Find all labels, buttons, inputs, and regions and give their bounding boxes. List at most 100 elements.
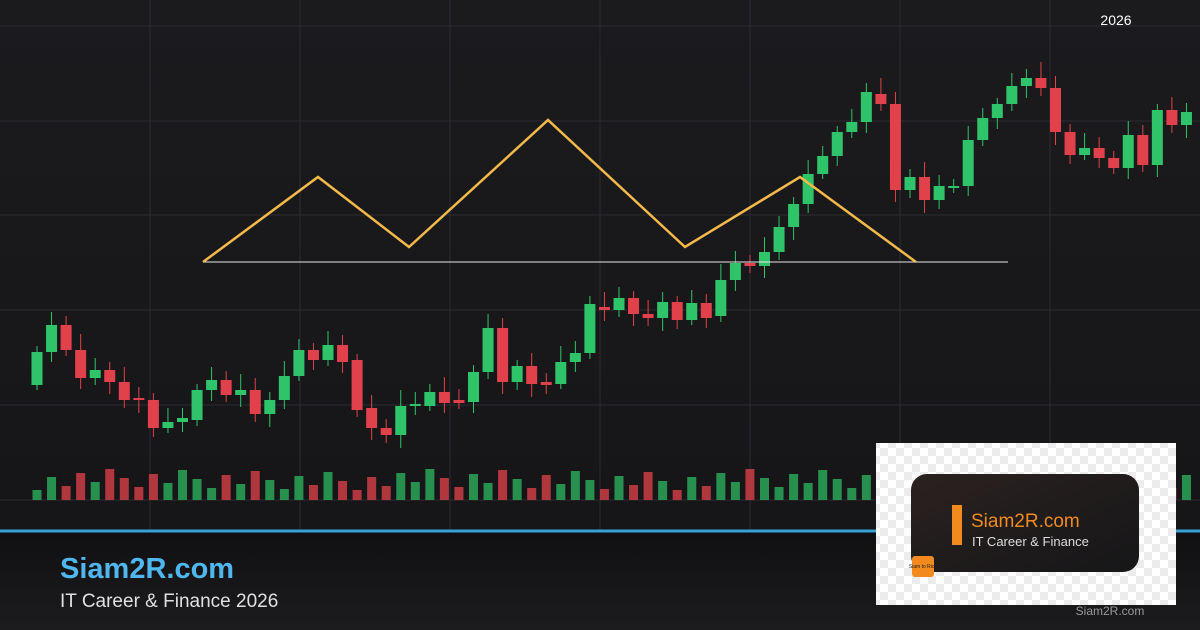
candle-body [817, 156, 829, 174]
candle-body [191, 390, 203, 420]
volume-bar [250, 471, 260, 500]
volume-bar [221, 475, 231, 500]
volume-bar [803, 483, 813, 500]
card-overlay: Siam2R.com IT Career & Finance Siam to R… [876, 443, 1176, 618]
volume-bar [672, 490, 682, 500]
card-title: Siam2R.com [971, 511, 1080, 532]
candle-body [962, 140, 974, 186]
candle-body [60, 325, 72, 350]
logo [912, 556, 934, 577]
volume-bar [687, 477, 697, 500]
volume-bar [454, 487, 464, 500]
volume-bar [236, 484, 246, 500]
volume-bar [61, 486, 71, 500]
volume-bar [469, 474, 478, 500]
candle-body [133, 398, 145, 400]
candle-body [409, 404, 421, 406]
candle-body [628, 298, 640, 314]
card-subtitle: IT Career & Finance [972, 534, 1089, 549]
volume-bar [745, 469, 755, 500]
candle-body [307, 350, 319, 360]
candle-body [889, 104, 901, 190]
candle-body [337, 345, 349, 362]
candle-body [75, 350, 87, 378]
candle-body [162, 422, 174, 428]
card-accent [952, 505, 962, 545]
volume-bar [614, 476, 624, 500]
candle-body [1180, 112, 1192, 125]
volume-bar [265, 480, 275, 500]
candle-body [1020, 78, 1032, 86]
card [911, 474, 1139, 572]
volume-bar [32, 490, 42, 500]
volume-bar [643, 472, 653, 500]
candle-body [1035, 78, 1047, 88]
candle-body [104, 370, 116, 382]
candle-body [1166, 110, 1178, 125]
volume-bar [352, 490, 362, 500]
volume-bar [308, 485, 318, 500]
volume-bar [148, 474, 158, 500]
volume-bar [760, 478, 769, 500]
candle-body [177, 418, 188, 422]
candle-body [453, 400, 465, 403]
candle-body [773, 227, 785, 252]
volume-bar [818, 470, 828, 500]
candle-body [540, 382, 552, 385]
volume-bar [527, 488, 537, 500]
candle-body [759, 252, 770, 266]
candle-body [438, 392, 450, 403]
volume-bar [207, 488, 217, 500]
candle-body [1079, 148, 1091, 155]
volume-bar [76, 473, 86, 500]
candle-body [31, 352, 43, 385]
volume-bar [599, 489, 609, 500]
candle-body [1151, 110, 1163, 165]
candle-body [802, 174, 814, 204]
volume-bar [119, 478, 129, 500]
candle-body [744, 263, 756, 266]
volume-bar [789, 474, 799, 500]
candle-body [482, 328, 494, 372]
candle-body [206, 380, 218, 390]
volume-bar [178, 470, 187, 500]
candle-body [555, 362, 567, 384]
candle-body [468, 372, 479, 402]
logo-text: Siam to Rich [909, 564, 938, 570]
candle-body [497, 328, 509, 382]
candle-body [569, 353, 581, 362]
volume-bar [134, 487, 144, 500]
candle-body [642, 314, 654, 318]
volume-bar [105, 469, 115, 500]
candle-body [1122, 135, 1134, 168]
candle-body [977, 118, 989, 140]
volume-bar [701, 486, 711, 500]
volume-bar [629, 485, 639, 500]
candle-body [366, 408, 378, 428]
candle-body [657, 302, 669, 318]
candle-body [511, 366, 523, 382]
volume-bar [279, 489, 289, 500]
candle-body [933, 186, 945, 200]
candle-body [1006, 86, 1018, 104]
volume-bar [367, 477, 377, 500]
volume-bar [439, 478, 449, 500]
candle-body [1050, 88, 1061, 132]
footer-title: Siam2R.com [60, 553, 234, 585]
year-label: 2026 [1100, 12, 1131, 28]
volume-bar [570, 471, 580, 500]
candle-body [424, 392, 436, 406]
volume-bar [716, 473, 726, 500]
candle-body [613, 298, 625, 310]
candle-body [948, 186, 960, 188]
candle-body [351, 360, 363, 410]
candle-body [584, 304, 596, 353]
candle-body [278, 376, 290, 400]
candle-body [46, 325, 58, 352]
volume-bar [338, 481, 348, 500]
volume-bar [323, 472, 333, 500]
candle-body [700, 303, 712, 318]
volume-bar [381, 486, 391, 500]
candle-body [715, 280, 727, 316]
